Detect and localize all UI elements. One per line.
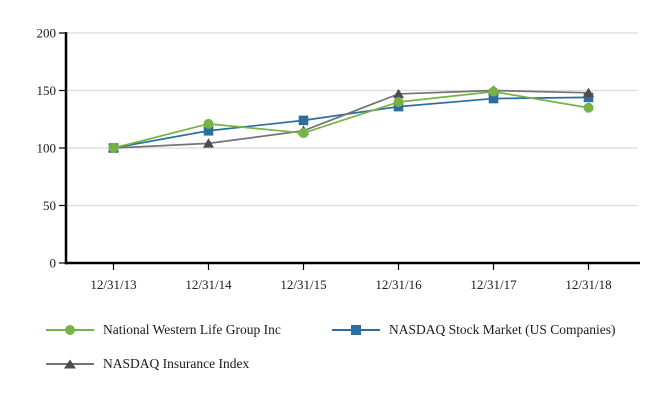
legend-swatch-nasdaq-insurance xyxy=(46,358,94,370)
legend-item-national-western: National Western Life Group Inc xyxy=(46,322,281,337)
data-point-square xyxy=(488,93,499,104)
data-point-circle xyxy=(203,118,214,129)
x-tick-label-2: 12/31/15 xyxy=(280,277,326,292)
legend-label-nasdaq-stock-market: NASDAQ Stock Market (US Companies) xyxy=(389,322,616,337)
data-point-triangle xyxy=(203,138,214,148)
x-tick-label-1: 12/31/14 xyxy=(185,277,232,292)
legend-label-national-western: National Western Life Group Inc xyxy=(103,322,281,337)
x-tick-label-0: 12/31/13 xyxy=(90,277,136,292)
data-point-square xyxy=(583,92,594,103)
data-point-triangle xyxy=(393,88,404,99)
square-marker-icon xyxy=(351,325,361,335)
x-tick-label-5: 12/31/18 xyxy=(565,277,611,292)
y-tick-label-100: 100 xyxy=(37,141,57,156)
data-point-circle xyxy=(583,102,594,113)
data-point-circle xyxy=(488,86,499,97)
performance-chart: 0 50 100 150 200 12/31/13 12/31/14 12/31/15 12/3… xyxy=(37,26,640,292)
data-point-circle xyxy=(393,97,404,107)
series-0 xyxy=(108,86,594,153)
y-tick-label-150: 150 xyxy=(37,83,57,98)
legend-item-nasdaq-stock-market: NASDAQ Stock Market (US Companies) xyxy=(332,322,616,337)
y-tick-label-50: 50 xyxy=(43,198,56,213)
series-1 xyxy=(108,92,594,153)
x-tick-label-3: 12/31/16 xyxy=(375,277,422,292)
legend-item-nasdaq-insurance: NASDAQ Insurance Index xyxy=(46,356,250,371)
series-line-0 xyxy=(113,90,589,149)
circle-marker-icon xyxy=(65,325,75,335)
series-line-1 xyxy=(113,96,589,149)
series-2 xyxy=(108,85,594,153)
legend-swatch-nasdaq-stock-market xyxy=(332,324,380,336)
data-point-circle xyxy=(298,128,309,139)
triangle-marker-icon xyxy=(64,359,76,369)
y-tick-label-0: 0 xyxy=(50,256,57,271)
series-line-2 xyxy=(113,89,589,149)
data-point-square xyxy=(298,115,309,126)
data-point-triangle xyxy=(583,87,594,97)
y-tick-label-200: 200 xyxy=(37,26,57,41)
x-tick-label-4: 12/31/17 xyxy=(470,277,517,292)
data-point-circle xyxy=(108,143,119,153)
data-point-square xyxy=(203,125,214,136)
legend-label-nasdaq-insurance: NASDAQ Insurance Index xyxy=(103,356,250,371)
legend-swatch-national-western xyxy=(46,324,94,336)
